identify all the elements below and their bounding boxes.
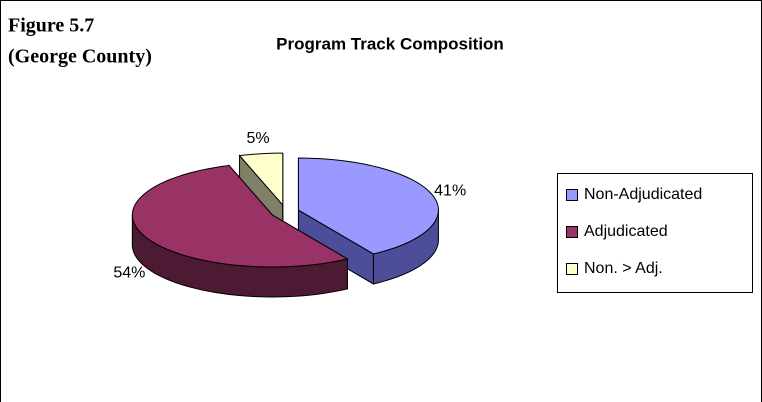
data-label: 54% [113,265,145,282]
slice [297,157,439,255]
legend-label: Adjudicated [584,223,668,240]
figure-sublabel: (George County) [8,46,152,68]
legend-swatch [566,263,578,275]
legend-swatch [566,226,578,238]
data-label: 5% [247,130,270,147]
data-label: 41% [434,183,466,200]
legend-label: Non. > Adj. [584,260,663,277]
slice [238,152,284,207]
legend-box [557,173,753,293]
legend-swatch [566,189,578,201]
slice [131,164,349,268]
figure-label: Figure 5.7 [8,15,94,37]
chart-title: Program Track Composition [276,34,504,53]
legend-label: Non-Adjudicated [584,186,702,203]
